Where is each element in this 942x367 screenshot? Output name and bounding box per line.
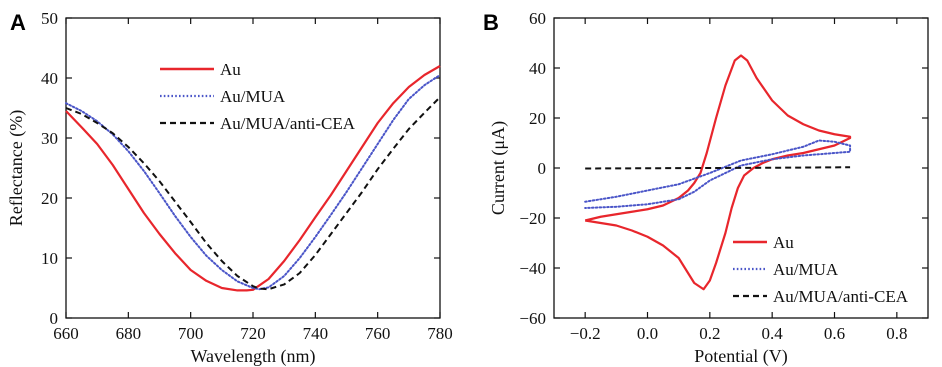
panel-b-ticks: −0.2 0.0 0.2 0.4 0.6 0.8 −60 −40 −20 0 20 40 60: [519, 9, 928, 343]
panel-b-x-axis-title: Potential (V): [694, 346, 787, 367]
x-tick-label: 0.6: [824, 324, 845, 343]
x-tick-label: −0.2: [570, 324, 601, 343]
series-line-2: [65, 74, 441, 291]
x-tick-label: 700: [178, 324, 204, 343]
panel-b-chart: B Potential (V) Current (μA) −0.2 0.0 0.2 0…: [483, 9, 929, 367]
panel-a-y-axis-title: Reflectance (%): [6, 110, 27, 226]
panel-a-plot-frame: [65, 17, 441, 319]
panel-b-legend: Au Au/MUA Au/MUA/anti-CEA: [733, 233, 909, 306]
panel-a-x-axis-title: Wavelength (nm): [190, 346, 315, 367]
y-tick-label: 10: [41, 249, 58, 268]
y-tick-label: 20: [41, 189, 58, 208]
y-tick-label: −40: [519, 259, 546, 278]
series-line-1: [584, 54, 852, 291]
y-tick-label: −60: [519, 309, 546, 328]
series-line-1: [65, 65, 441, 292]
legend-label: Au/MUA: [773, 260, 839, 279]
y-tick-label: 60: [529, 9, 546, 28]
legend-label: Au: [220, 60, 241, 79]
x-tick-label: 760: [365, 324, 391, 343]
x-tick-label: 680: [116, 324, 142, 343]
x-tick-label: 780: [427, 324, 453, 343]
panel-a-ticks: 660 680 700 720 740 760 780 0 10 20 30 40 50: [41, 9, 453, 343]
y-tick-label: 50: [41, 9, 58, 28]
panel-a-series: [65, 65, 441, 292]
y-tick-label: 20: [529, 109, 546, 128]
panel-a-tag: A: [10, 10, 26, 35]
legend-label: Au/MUA/anti-CEA: [773, 287, 909, 306]
y-tick-label: 0: [50, 309, 59, 328]
series-line-3: [585, 166, 851, 170]
x-tick-label: 0.4: [762, 324, 784, 343]
series-line-3: [65, 96, 441, 291]
x-tick-label: 0.8: [886, 324, 907, 343]
x-tick-label: 0.2: [699, 324, 720, 343]
x-tick-label: 740: [303, 324, 329, 343]
panel-b-tag: B: [483, 10, 499, 35]
y-tick-label: 0: [538, 159, 547, 178]
panel-b-series: [584, 54, 852, 291]
x-tick-label: 660: [53, 324, 79, 343]
panel-b-y-axis-title: Current (μA): [488, 121, 509, 215]
panel-a-legend: Au Au/MUA Au/MUA/anti-CEA: [160, 60, 356, 133]
y-tick-label: 40: [529, 59, 546, 78]
panel-a-chart: A Wavelength (nm) Reflectance (%) 660 680…: [6, 9, 453, 367]
x-tick-label: 720: [240, 324, 266, 343]
series-line-2: [584, 139, 852, 209]
legend-label: Au/MUA: [220, 87, 286, 106]
x-tick-label: 0.0: [637, 324, 658, 343]
y-tick-label: 40: [41, 69, 58, 88]
legend-label: Au/MUA/anti-CEA: [220, 114, 356, 133]
legend-label: Au: [773, 233, 794, 252]
y-tick-label: −20: [519, 209, 546, 228]
y-tick-label: 30: [41, 129, 58, 148]
